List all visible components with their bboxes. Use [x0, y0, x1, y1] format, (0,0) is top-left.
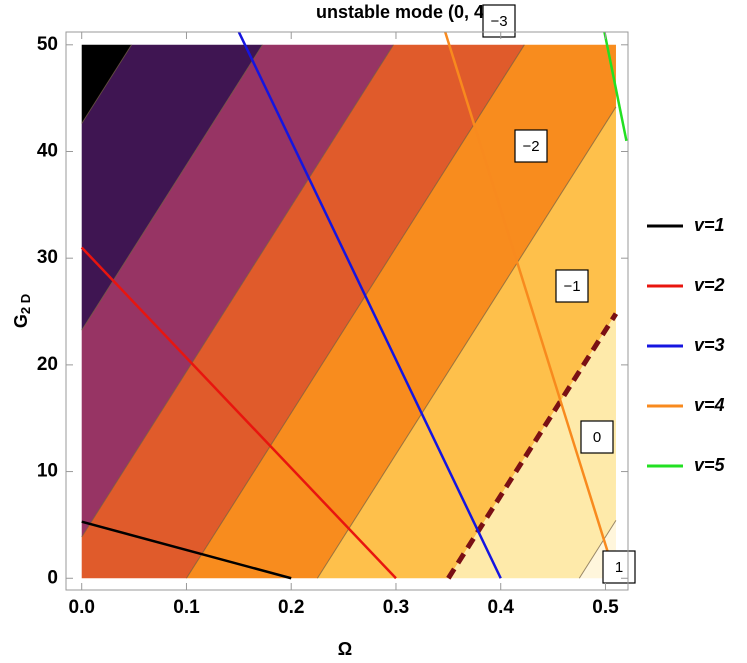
- legend-label: v=4: [694, 395, 725, 415]
- contour-label-box: [555, 269, 589, 303]
- contour-label-box: [580, 420, 614, 454]
- mode-line: [603, 32, 628, 142]
- x-tick-label: 0.2: [278, 597, 304, 618]
- contour-band: [81, 44, 132, 124]
- y-tick-label: 40: [37, 141, 58, 162]
- x-tick-label: 0.1: [173, 597, 200, 618]
- contour-band: [81, 44, 525, 579]
- x-axis-label: Ω: [338, 639, 352, 659]
- contour-line: [81, 44, 263, 331]
- contour-line: [446, 312, 619, 580]
- x-tick-label: 0.4: [488, 597, 515, 618]
- y-label-sub: 2 D: [18, 294, 33, 314]
- mode-line: [81, 520, 292, 580]
- legend-label: v=1: [694, 215, 725, 235]
- contour-label: 1: [615, 559, 623, 576]
- contour-label: −3: [490, 13, 507, 30]
- y-tick-label: 30: [37, 247, 58, 268]
- y-tick-label: 20: [37, 354, 58, 375]
- contour-line: [316, 106, 617, 579]
- x-tick-label: 0.0: [69, 597, 95, 618]
- x-tick-label: 0.5: [592, 597, 619, 618]
- y-axis-label: G2 D: [11, 294, 34, 328]
- y-tick-label: 50: [37, 34, 58, 55]
- y-tick-label: 10: [37, 461, 58, 482]
- contour-line: [578, 520, 617, 579]
- legend-label: v=3: [694, 335, 725, 355]
- x-tick-label: 0.3: [383, 597, 409, 618]
- y-tick-label: 0: [47, 567, 58, 588]
- contour-label: −2: [522, 138, 539, 155]
- plot-area: [80, 32, 628, 580]
- chart-title: unstable mode (0, 4, 8): [316, 2, 510, 22]
- contour-band: [186, 44, 616, 579]
- contour-label: −1: [563, 278, 580, 295]
- mode-line: [237, 32, 502, 579]
- contour-line: [81, 44, 132, 124]
- legend-label: v=2: [694, 275, 725, 295]
- mode-line: [80, 246, 397, 580]
- mode-line: [444, 32, 618, 579]
- y-label-main: G: [11, 314, 31, 328]
- contour-line: [81, 44, 394, 538]
- plot-frame: [65, 31, 629, 591]
- contour-label-box: [514, 129, 548, 163]
- contour-label: 0: [593, 429, 601, 446]
- contour-line: [186, 44, 525, 579]
- legend-label: v=5: [694, 455, 726, 475]
- contour-label-box: [602, 550, 636, 584]
- overlay: −3 −2 −1 0 1 0.0 0.1 0.2 0.3 0.4 0.5 0 10 20 30 40 50 v=1…: [37, 4, 726, 618]
